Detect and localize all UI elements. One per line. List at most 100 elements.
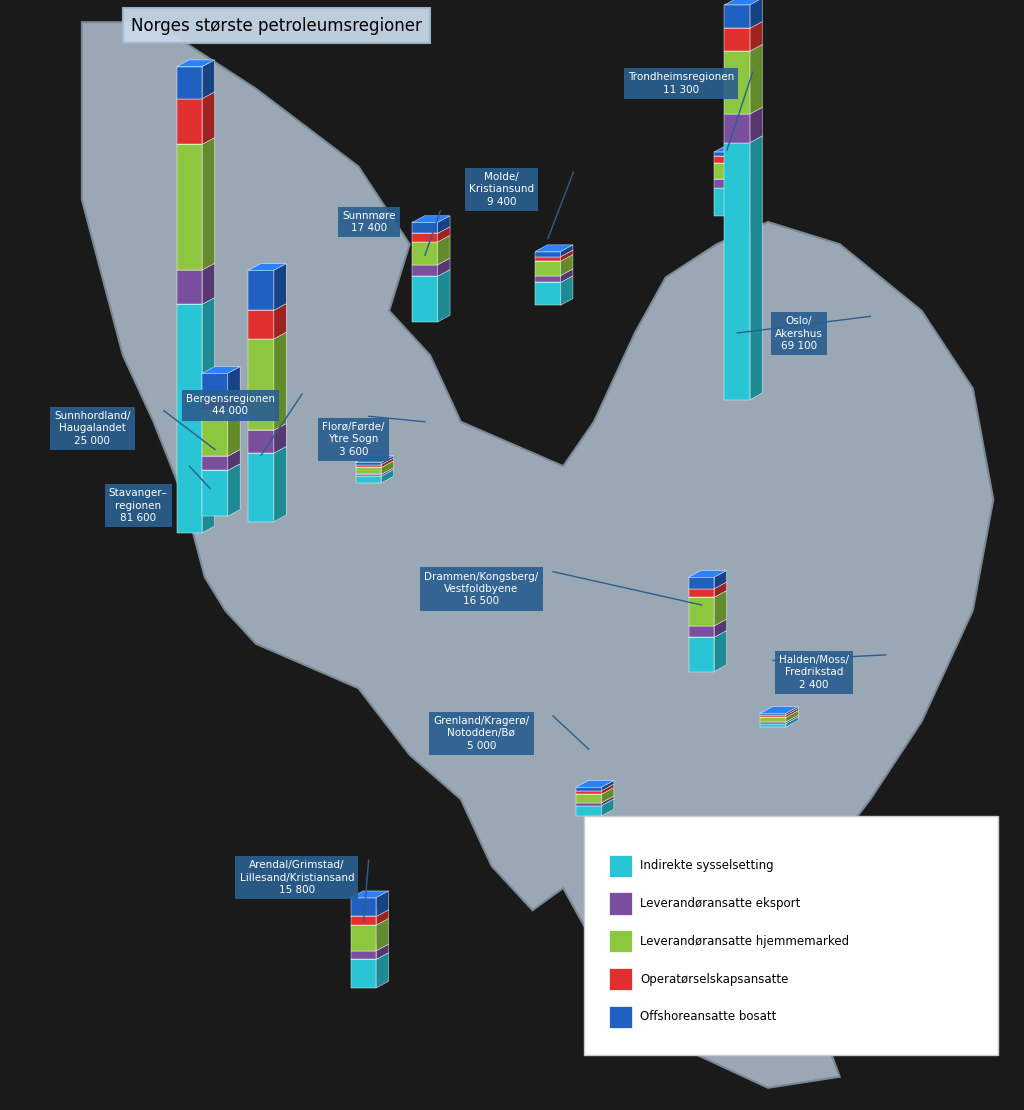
Polygon shape (601, 780, 613, 790)
Bar (689, 637, 715, 672)
Polygon shape (356, 470, 393, 476)
Polygon shape (381, 455, 393, 465)
Polygon shape (715, 181, 752, 188)
Bar (202, 456, 227, 471)
Bar (575, 790, 602, 794)
Bar (248, 311, 274, 339)
Polygon shape (227, 404, 240, 456)
Polygon shape (739, 150, 752, 163)
Text: Indirekte sysselsetting: Indirekte sysselsetting (640, 859, 773, 872)
Polygon shape (601, 784, 613, 794)
Bar (202, 373, 227, 398)
Polygon shape (203, 92, 215, 144)
Bar (609, 930, 632, 952)
Polygon shape (227, 366, 240, 398)
Polygon shape (750, 135, 762, 400)
Text: Sunnmøre
17 400: Sunnmøre 17 400 (342, 211, 395, 233)
Bar (248, 339, 274, 431)
Bar (760, 722, 786, 724)
Polygon shape (202, 464, 240, 471)
Polygon shape (248, 304, 287, 311)
Bar (536, 282, 561, 305)
Polygon shape (739, 173, 752, 188)
Bar (609, 1006, 632, 1028)
Bar (689, 597, 715, 626)
Bar (176, 99, 202, 144)
Polygon shape (377, 891, 389, 917)
Polygon shape (176, 60, 215, 67)
Polygon shape (248, 332, 287, 339)
Polygon shape (715, 145, 752, 152)
Polygon shape (350, 891, 389, 898)
Bar (725, 51, 750, 114)
Text: Stavanger–
regionen
81 600: Stavanger– regionen 81 600 (109, 488, 168, 523)
Bar (350, 917, 377, 925)
Polygon shape (725, 44, 762, 51)
Polygon shape (725, 21, 762, 28)
Polygon shape (203, 297, 215, 533)
Polygon shape (381, 470, 393, 483)
Bar (412, 276, 438, 322)
Bar (715, 157, 739, 163)
Polygon shape (689, 571, 727, 577)
Polygon shape (377, 952, 389, 988)
Polygon shape (575, 784, 613, 790)
Polygon shape (202, 404, 240, 411)
Polygon shape (438, 270, 451, 322)
Polygon shape (381, 458, 393, 467)
Bar (575, 794, 602, 803)
Polygon shape (715, 157, 752, 163)
Polygon shape (248, 264, 287, 271)
Polygon shape (786, 708, 799, 717)
Polygon shape (203, 60, 215, 99)
Polygon shape (739, 181, 752, 216)
Bar (715, 188, 739, 216)
Polygon shape (689, 582, 727, 588)
Polygon shape (760, 715, 799, 722)
Polygon shape (575, 787, 613, 794)
Polygon shape (350, 952, 389, 959)
Text: Leverandøransatte hjemmemarked: Leverandøransatte hjemmemarked (640, 935, 849, 948)
Bar (536, 252, 561, 256)
Polygon shape (561, 275, 573, 305)
Bar (609, 892, 632, 915)
Bar (725, 114, 750, 142)
Bar (412, 233, 438, 242)
Bar (715, 152, 739, 157)
Polygon shape (725, 0, 762, 4)
Polygon shape (381, 461, 393, 474)
Bar (248, 271, 274, 311)
Polygon shape (715, 582, 727, 597)
Polygon shape (176, 263, 215, 270)
Polygon shape (786, 707, 799, 715)
Polygon shape (575, 799, 613, 806)
Bar (350, 951, 377, 959)
Bar (760, 717, 786, 722)
Polygon shape (561, 250, 573, 261)
Bar (689, 626, 715, 637)
Text: Offshoreansatte bosatt: Offshoreansatte bosatt (640, 1010, 776, 1023)
Text: Operatørselskapsansatte: Operatørselskapsansatte (640, 972, 788, 986)
Polygon shape (786, 715, 799, 724)
Bar (202, 398, 227, 411)
Polygon shape (536, 275, 573, 282)
Bar (689, 588, 715, 597)
Text: Drammen/Kongsberg/
Vestfoldbyene
16 500: Drammen/Kongsberg/ Vestfoldbyene 16 500 (424, 572, 539, 606)
Text: Halden/Moss/
Fredrikstad
2 400: Halden/Moss/ Fredrikstad 2 400 (779, 655, 849, 689)
Polygon shape (561, 269, 573, 282)
Bar (689, 577, 715, 588)
Bar (412, 265, 438, 276)
Bar (725, 4, 750, 28)
Polygon shape (377, 918, 389, 951)
Polygon shape (412, 259, 451, 265)
Polygon shape (760, 708, 799, 715)
Text: Sunnhordland/
Haugalandet
25 000: Sunnhordland/ Haugalandet 25 000 (54, 411, 130, 445)
Polygon shape (412, 215, 451, 222)
Polygon shape (202, 366, 240, 373)
Polygon shape (438, 226, 451, 242)
Bar (350, 898, 377, 917)
Polygon shape (227, 450, 240, 471)
Polygon shape (356, 455, 393, 462)
Polygon shape (412, 235, 451, 242)
Polygon shape (786, 710, 799, 722)
